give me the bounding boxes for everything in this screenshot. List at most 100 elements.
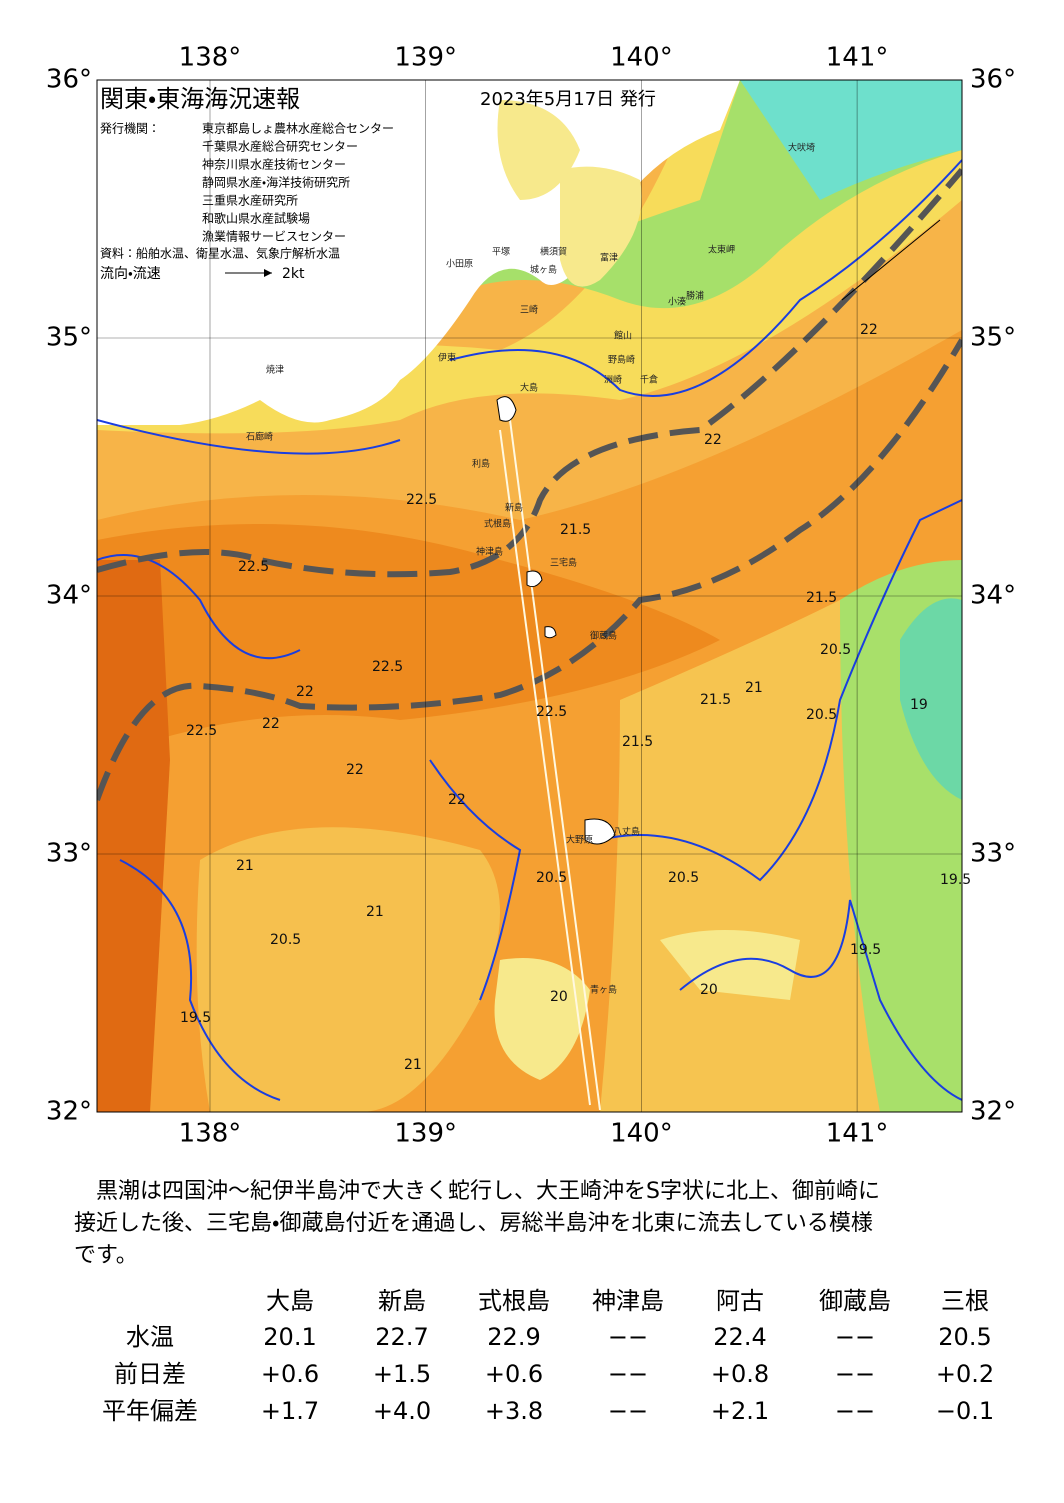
table-header: 大島 bbox=[266, 1287, 314, 1315]
contour-label: 21.5 bbox=[622, 734, 653, 750]
contour-label: 20 bbox=[700, 982, 718, 998]
table-header: 式根島 bbox=[478, 1287, 550, 1315]
contour-label: 22 bbox=[262, 716, 280, 732]
table-cell: −− bbox=[608, 1323, 648, 1351]
contour-label: 21.5 bbox=[806, 590, 837, 606]
sea-temperature-field bbox=[97, 80, 962, 1112]
lat-label-right: 33° bbox=[970, 839, 1016, 869]
place-name: 大島 bbox=[520, 382, 538, 394]
contour-label: 21 bbox=[236, 858, 254, 874]
map-title: 関東・東海海況速報 bbox=[100, 85, 300, 113]
table-cell: +1.5 bbox=[373, 1360, 431, 1388]
table-header: 三根 bbox=[941, 1287, 989, 1315]
lat-label-left: 36° bbox=[46, 65, 92, 95]
table-cell: −− bbox=[608, 1397, 648, 1425]
contour-label: 22.5 bbox=[238, 559, 269, 575]
issuer: 三重県水産研究所 bbox=[202, 194, 298, 208]
contour-label: 22 bbox=[346, 762, 364, 778]
issuer: 東京都島しょ農林水産総合センター bbox=[202, 121, 394, 136]
contour-label: 21.5 bbox=[560, 522, 591, 538]
lat-label-left: 32° bbox=[46, 1097, 92, 1127]
lon-label-bottom: 141° bbox=[826, 1119, 889, 1149]
lat-label-left: 33° bbox=[46, 839, 92, 869]
place-name: 青ヶ島 bbox=[590, 984, 617, 996]
row-label: 水温 bbox=[126, 1323, 174, 1351]
lat-label-right: 36° bbox=[970, 65, 1016, 95]
lon-label-bottom: 138° bbox=[179, 1119, 242, 1149]
contour-label: 19 bbox=[910, 697, 928, 713]
place-name: 千倉 bbox=[640, 375, 658, 386]
table-cell: +0.6 bbox=[485, 1360, 543, 1388]
summary-line: 黒潮は四国沖～紀伊半島沖で大きく蛇行し、大王崎沖をS字状に北上、御前崎に bbox=[96, 1179, 880, 1204]
table-cell: 22.4 bbox=[713, 1323, 766, 1351]
place-name: 三宅島 bbox=[550, 557, 577, 569]
table-cell: 22.7 bbox=[375, 1323, 428, 1351]
place-name: 洲崎 bbox=[604, 374, 622, 386]
contour-label: 21 bbox=[404, 1057, 422, 1073]
table-cell: −− bbox=[835, 1360, 875, 1388]
place-name: 小田原 bbox=[446, 259, 473, 270]
issuer: 和歌山県水産試験場 bbox=[202, 211, 310, 226]
summary-line: です。 bbox=[74, 1243, 138, 1268]
place-name: 式根島 bbox=[484, 518, 511, 530]
table-cell: +4.0 bbox=[373, 1397, 431, 1425]
place-name: 城ヶ島 bbox=[530, 264, 557, 276]
table-cell: +0.6 bbox=[261, 1360, 319, 1388]
contour-label: 22 bbox=[704, 432, 722, 448]
contour-label: 20.5 bbox=[536, 870, 567, 886]
table-cell: 20.5 bbox=[938, 1323, 991, 1351]
issuer: 千葉県水産総合研究センター bbox=[202, 139, 358, 154]
place-name: 八丈島 bbox=[613, 826, 640, 838]
lat-label-right: 35° bbox=[970, 323, 1016, 353]
lon-label-top: 141° bbox=[826, 43, 889, 73]
contour-label: 22.5 bbox=[372, 659, 403, 675]
contour-label: 22.5 bbox=[536, 704, 567, 720]
lon-label-top: 138° bbox=[179, 43, 242, 73]
lat-label-right: 34° bbox=[970, 581, 1016, 611]
table-cell: −− bbox=[835, 1323, 875, 1351]
contour-label: 22.5 bbox=[406, 492, 437, 508]
table-cell: 22.9 bbox=[487, 1323, 540, 1351]
legend-speed: 2kt bbox=[282, 266, 305, 282]
summary-line: 接近した後、三宅島・御蔵島付近を通過し、房総半島沖を北東に流去している模様 bbox=[74, 1211, 873, 1236]
contour-label: 19.5 bbox=[850, 942, 881, 958]
lon-label-top: 139° bbox=[394, 43, 457, 73]
place-name: 伊東 bbox=[438, 352, 456, 364]
contour-label: 20.5 bbox=[270, 932, 301, 948]
place-name: 小湊 bbox=[668, 296, 686, 308]
place-name: 富津 bbox=[600, 252, 618, 264]
place-name: 石廊崎 bbox=[246, 431, 273, 443]
place-name: 利島 bbox=[472, 458, 490, 470]
table-cell: +0.8 bbox=[711, 1360, 769, 1388]
place-name: 横須賀 bbox=[540, 246, 567, 258]
table-cell: 20.1 bbox=[263, 1323, 316, 1351]
table-header: 阿古 bbox=[716, 1287, 764, 1315]
legend-arrowhead bbox=[264, 269, 272, 277]
place-name: 神津島 bbox=[476, 546, 503, 558]
table-header: 新島 bbox=[378, 1287, 426, 1315]
contour-label: 19.5 bbox=[940, 872, 971, 888]
table-cell: −− bbox=[835, 1397, 875, 1425]
legend-label: 流向・流速 bbox=[100, 266, 161, 282]
contour-label: 22.5 bbox=[186, 723, 217, 739]
place-name: 新島 bbox=[505, 502, 523, 514]
place-name: 勝浦 bbox=[686, 290, 704, 302]
table-cell: −− bbox=[608, 1360, 648, 1388]
lat-label-left: 34° bbox=[46, 581, 92, 611]
issuer: 神奈川県水産技術センター bbox=[202, 157, 346, 172]
table-cell: +2.1 bbox=[711, 1397, 769, 1425]
place-name: 館山 bbox=[614, 330, 632, 342]
current-vector bbox=[841, 219, 941, 301]
contour-label: 21 bbox=[366, 904, 384, 920]
place-name: 焼津 bbox=[266, 365, 284, 376]
table-cell: +0.2 bbox=[936, 1360, 994, 1388]
contour-label: 20.5 bbox=[820, 642, 851, 658]
contour-label: 20 bbox=[550, 989, 568, 1005]
issuer-label: 発行機関： bbox=[100, 122, 160, 136]
place-name: 大野原 bbox=[566, 834, 593, 846]
place-name: 御蔵島 bbox=[590, 630, 617, 642]
lon-label-top: 140° bbox=[610, 43, 673, 73]
issuer: 漁業情報サービスセンター bbox=[202, 230, 346, 244]
